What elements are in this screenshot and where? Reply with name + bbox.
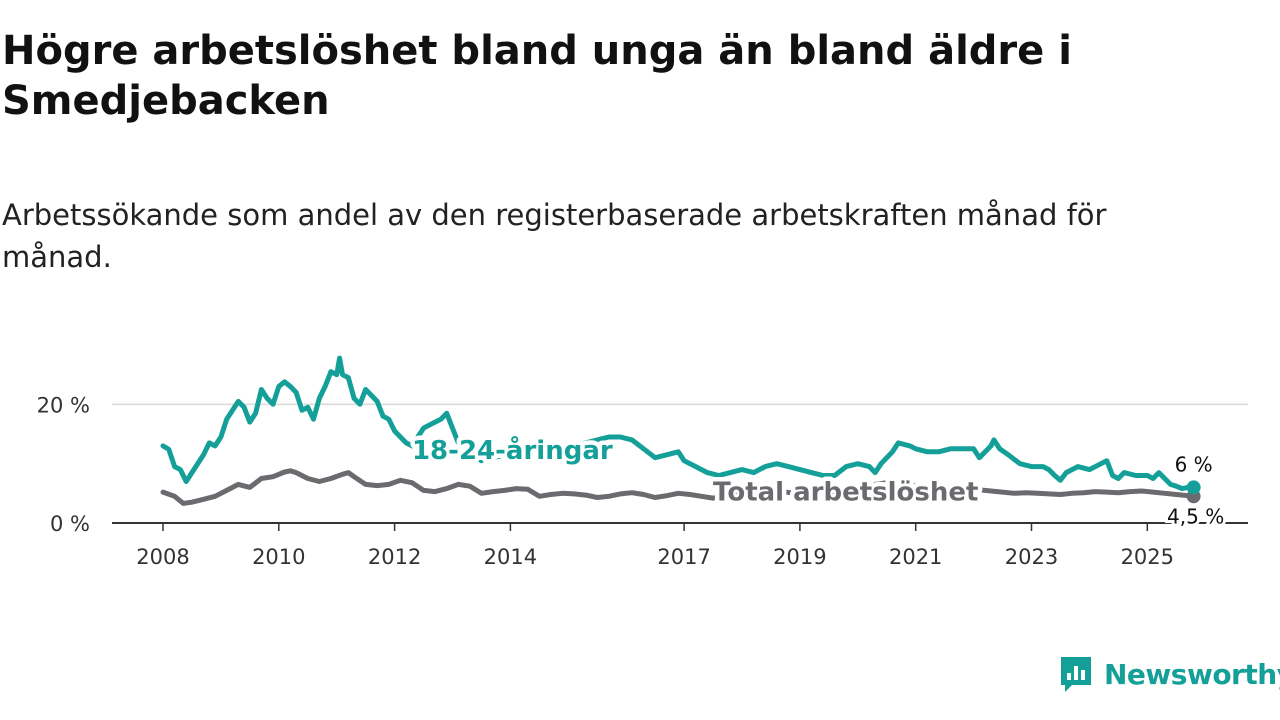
chart-subtitle: Arbetssökande som andel av den registerb… (2, 198, 1107, 274)
chart-title: Högre arbetslöshet bland unga än bland ä… (2, 28, 1072, 124)
y-tick-label: 20 % (37, 393, 90, 417)
x-tick-label: 2008 (136, 545, 189, 569)
x-tick-label: 2010 (252, 545, 305, 569)
series-label-total: Total arbetslöshet (713, 477, 978, 507)
series-end-point (1186, 480, 1201, 495)
series-line-total (160, 468, 1197, 506)
series-labels: 18-24-åringar Total arbetslöshet 6 % 4,5 % (407, 429, 1227, 531)
brand-name: Newsworthy (1104, 657, 1280, 691)
y-tick-label: 0 % (50, 512, 90, 536)
x-tick-label: 2014 (484, 545, 537, 569)
x-tick-label: 2012 (368, 545, 421, 569)
x-tick-label: 2017 (657, 545, 710, 569)
end-value-total: 4,5 % (1167, 504, 1224, 528)
series-label-youth: 18-24-åringar (412, 434, 613, 466)
x-tick-label: 2023 (1005, 545, 1058, 569)
brand-logo: Newsworthy (1058, 654, 1280, 694)
x-tick-label: 2019 (773, 545, 826, 569)
axes: 0 % 20 % 2008 2010 2012 2014 2017 2019 2021 2023 2… (37, 393, 1248, 569)
newsworthy-icon (1061, 657, 1091, 692)
series-line-youth (160, 355, 1197, 492)
series-lines (160, 355, 1201, 506)
end-value-youth: 6 % (1175, 452, 1213, 476)
x-tick-label: 2021 (889, 545, 942, 569)
line-chart: 0 % 20 % 2008 2010 2012 2014 2017 2019 2021 2023 2… (37, 355, 1248, 569)
x-tick-label: 2025 (1121, 545, 1174, 569)
